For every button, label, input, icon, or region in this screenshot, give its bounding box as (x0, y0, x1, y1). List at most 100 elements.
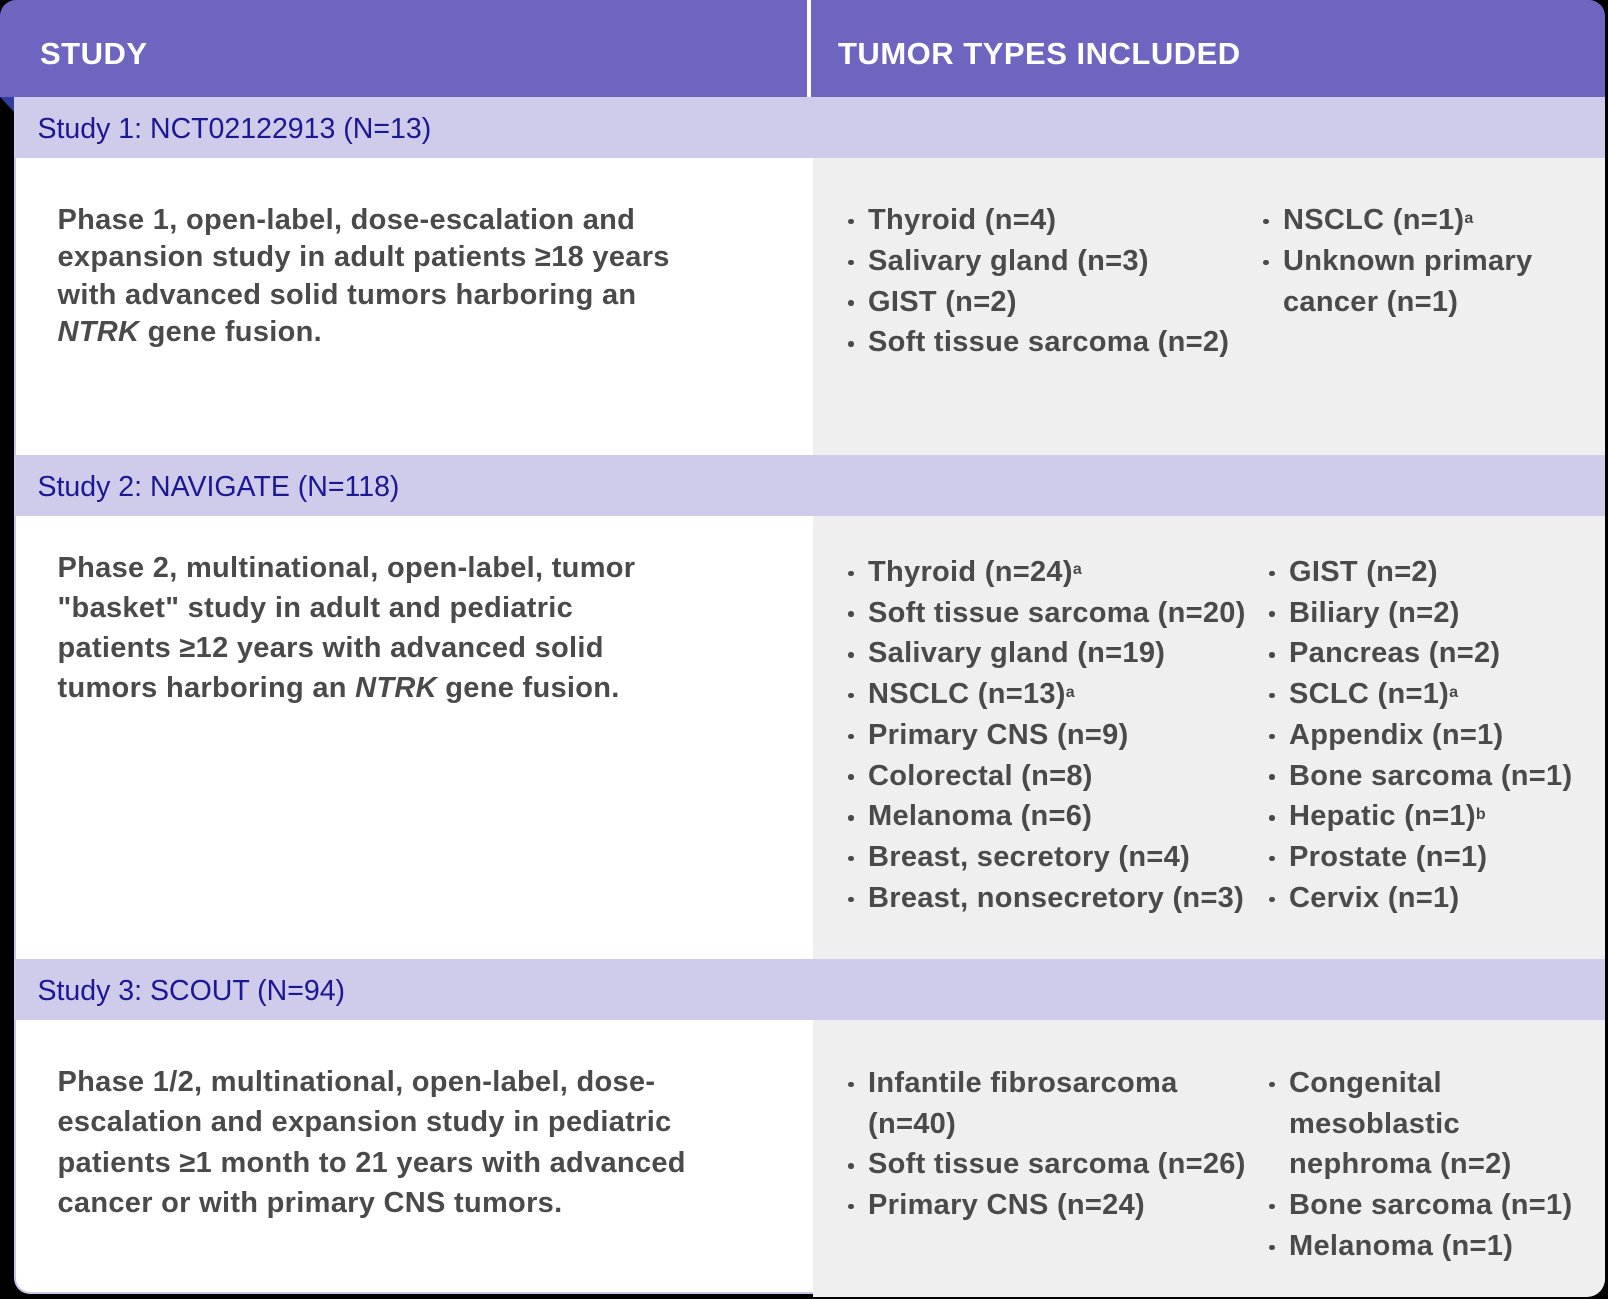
tumor-type-label: Primary CNS (n=9) (868, 718, 1129, 751)
tumor-type-label: Thyroid (n=24)a (868, 555, 1082, 588)
bullet-icon (1267, 570, 1277, 577)
bullet-icon (1267, 815, 1277, 821)
description-text: Phase 1, open-label, dose-escalation and… (57, 203, 670, 311)
bullet-icon (846, 896, 856, 903)
tumor-type-item: Cervix (n=1) (1267, 878, 1597, 919)
tumor-type-label: Congenital mesoblastic nephroma (n=2) (1289, 1066, 1512, 1181)
tumor-type-label: Melanoma (n=1) (1289, 1229, 1514, 1262)
study-2-banner: Study 2: NAVIGATE (N=118) (14, 455, 1605, 516)
tumor-type-item: NSCLC (n=1)a (1261, 200, 1591, 241)
tumor-type-label: Unknown primary cancer (n=1) (1283, 244, 1533, 318)
bullet-icon (846, 652, 856, 658)
footnote-marker: a (1449, 683, 1458, 701)
bullet-icon (846, 733, 856, 740)
bullet-icon (1267, 692, 1277, 699)
tumor-type-item: Soft tissue sarcoma (n=2) (846, 322, 1246, 363)
description-text: gene fusion. (436, 672, 620, 705)
study-1-tumor-list-col-2: NSCLC (n=1)a Unknown primary cancer (n=1) (1261, 200, 1591, 322)
study-2-title: Study 2: NAVIGATE (N=118) (37, 470, 400, 503)
tumor-type-label: GIST (n=2) (868, 285, 1017, 318)
bullet-icon (1267, 1244, 1277, 1251)
description-text: Phase 2, multinational, open-label, tumo… (57, 552, 636, 705)
bullet-icon (1267, 733, 1277, 740)
study-2-tumor-list-col-1: Thyroid (n=24)a Soft tissue sarcoma (n=20… (846, 552, 1246, 919)
tumor-type-item: Melanoma (n=6) (846, 796, 1246, 837)
study-3-description: Phase 1/2, multinational, open-label, do… (58, 1062, 758, 1224)
tumor-type-item: Salivary gland (n=3) (846, 241, 1246, 282)
study-3-tumor-list-col-1: Infantile fibrosarcoma (n=40) Soft tissue… (846, 1063, 1246, 1226)
study-1-tumor-list-col-1: Thyroid (n=4) Salivary gland (n=3) GIST (n… (846, 200, 1246, 363)
column-header-tumor-types: TUMOR TYPES INCLUDED (838, 36, 1241, 71)
tumor-type-label: GIST (n=2) (1289, 555, 1438, 588)
tumor-type-item: Thyroid (n=24)a (846, 552, 1246, 593)
tumor-type-item: Thyroid (n=4) (846, 200, 1246, 241)
bullet-icon (1267, 1081, 1277, 1088)
tumor-type-item: Bone sarcoma (n=1) (1267, 756, 1597, 797)
bullet-icon (846, 259, 856, 266)
tumor-type-label: Breast, nonsecretory (n=3) (868, 881, 1245, 914)
study-2-description: Phase 2, multinational, open-label, tumo… (58, 548, 758, 708)
bullet-icon (846, 855, 856, 862)
tumor-type-item: Bone sarcoma (n=1) (1267, 1185, 1597, 1226)
tumor-type-item: Melanoma (n=1) (1267, 1226, 1597, 1267)
tumor-type-label: Prostate (n=1) (1289, 841, 1488, 874)
bullet-icon (1267, 652, 1277, 658)
tumor-type-item: Hepatic (n=1)b (1267, 796, 1597, 837)
tumor-type-label: Hepatic (n=1)b (1289, 800, 1486, 833)
description-text: gene fusion. (139, 316, 322, 349)
study-1-description: Phase 1, open-label, dose-escalation and… (58, 202, 758, 352)
tumor-type-label: Bone sarcoma (n=1) (1289, 1189, 1573, 1222)
tumor-type-label: Primary CNS (n=24) (868, 1189, 1145, 1222)
tumor-type-label: Soft tissue sarcoma (n=26) (868, 1148, 1246, 1181)
bullet-icon (846, 1163, 856, 1169)
tumor-type-label: Melanoma (n=6) (868, 800, 1093, 833)
tumor-types-panel (813, 158, 1605, 1297)
header-column-divider (807, 0, 811, 97)
tumor-type-item: Breast, nonsecretory (n=3) (846, 878, 1246, 919)
tumor-type-label: Breast, secretory (n=4) (868, 841, 1191, 874)
bullet-icon (1267, 855, 1277, 862)
footnote-marker: b (1475, 805, 1486, 823)
footnote-marker: a (1072, 561, 1082, 579)
tumor-type-label: NSCLC (n=13)a (868, 678, 1075, 711)
tumor-type-item: SCLC (n=1)a (1267, 674, 1597, 715)
tumor-type-item: Congenital mesoblastic nephroma (n=2) (1267, 1063, 1597, 1185)
tumor-type-item: Infantile fibrosarcoma (n=40) (846, 1063, 1246, 1145)
tumor-type-item: Soft tissue sarcoma (n=20) (846, 593, 1246, 634)
tumor-type-item: Appendix (n=1) (1267, 715, 1597, 756)
tumor-type-item: Prostate (n=1) (1267, 837, 1597, 878)
tumor-type-item: Unknown primary cancer (n=1) (1261, 241, 1591, 323)
tumor-type-label: Thyroid (n=4) (868, 204, 1057, 236)
bullet-icon (846, 570, 856, 577)
bullet-icon (846, 611, 856, 617)
tumor-type-item: Primary CNS (n=9) (846, 715, 1246, 756)
fold-shape (0, 97, 16, 114)
tumor-type-label: NSCLC (n=1)a (1283, 204, 1474, 236)
tumor-type-label: Soft tissue sarcoma (n=20) (868, 596, 1246, 629)
tumor-type-label: Salivary gland (n=19) (868, 637, 1166, 670)
tumor-type-label: Soft tissue sarcoma (n=2) (868, 326, 1230, 359)
study-1-title: Study 1: NCT02122913 (N=13) (37, 112, 432, 145)
bullet-icon (846, 692, 856, 699)
tumor-type-label: Cervix (n=1) (1289, 881, 1460, 914)
bullet-icon (1267, 1203, 1277, 1210)
bullet-icon (846, 218, 856, 225)
ribbon-fold-triangle (0, 97, 16, 114)
tumor-type-item: Salivary gland (n=19) (846, 633, 1246, 674)
bullet-icon (1267, 774, 1277, 780)
tumor-type-item: Primary CNS (n=24) (846, 1185, 1246, 1226)
tumor-type-label: Salivary gland (n=3) (868, 244, 1149, 277)
tumor-type-label: Biliary (n=2) (1289, 596, 1460, 629)
table-header-row: STUDY TUMOR TYPES INCLUDED (0, 0, 1605, 97)
bullet-icon (846, 815, 856, 821)
bullet-icon (846, 1203, 856, 1210)
bullet-icon (846, 341, 856, 347)
bullet-icon (846, 774, 856, 780)
tumor-type-label: SCLC (n=1)a (1289, 678, 1458, 711)
description-text: Phase 1/2, multinational, open-label, do… (57, 1065, 686, 1220)
bullet-icon (1267, 611, 1277, 617)
tumor-type-item: GIST (n=2) (846, 282, 1246, 323)
study-3-tumor-list-col-2: Congenital mesoblastic nephroma (n=2) Bon… (1267, 1063, 1597, 1267)
study-3-title: Study 3: SCOUT (N=94) (37, 974, 346, 1007)
tumor-type-label: Pancreas (n=2) (1289, 637, 1501, 670)
